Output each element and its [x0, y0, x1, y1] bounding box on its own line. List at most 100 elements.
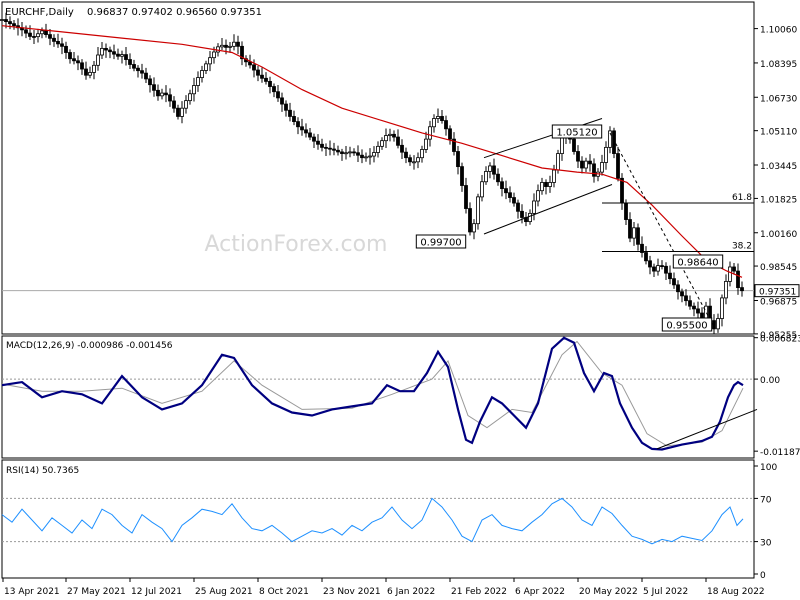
candle-body [208, 57, 212, 65]
candle [740, 281, 744, 297]
candle-body [100, 47, 104, 56]
candle [232, 34, 236, 51]
candle [328, 140, 332, 156]
rsi-title: RSI(14) 50.7365 [6, 466, 79, 476]
candle-body [488, 165, 492, 172]
candle-body [656, 265, 660, 272]
candle [236, 35, 240, 55]
candle [452, 132, 456, 156]
candle [168, 88, 172, 107]
candle-body [484, 171, 488, 183]
candle-body [496, 173, 500, 183]
candle-body [732, 266, 736, 272]
candle [664, 262, 668, 281]
rsi-ytick-label: 0 [760, 571, 766, 581]
candle [376, 141, 380, 158]
candle-body [228, 45, 232, 48]
candle-body [612, 130, 616, 154]
candle-body [400, 144, 404, 153]
candle [676, 280, 680, 300]
candle [600, 154, 604, 176]
candle-body [388, 133, 392, 136]
candle [380, 137, 384, 150]
candle [332, 142, 336, 156]
candle [60, 37, 64, 55]
candle-body [532, 200, 536, 214]
candle-body [60, 43, 64, 47]
candle-body [92, 64, 96, 73]
fib-61-8-label: 61.8 [732, 193, 752, 203]
candle-body [320, 143, 324, 148]
candle-body [704, 305, 708, 319]
candle-body [264, 77, 268, 82]
candle [108, 46, 112, 59]
candle [208, 50, 212, 72]
candle [632, 221, 636, 246]
candle-body [224, 44, 228, 48]
candle-body [276, 91, 280, 99]
candle-body [396, 136, 400, 146]
candle [668, 265, 672, 285]
candle-body [52, 37, 56, 42]
candle-body [724, 281, 728, 299]
x-tick-label: 27 May 2021 [67, 587, 126, 597]
annotation-low-0-99700-box [415, 234, 467, 249]
macd-main-line [1, 336, 744, 451]
candle-body [420, 149, 424, 159]
candle-body [156, 89, 160, 97]
chart-header-ohlc: 0.96837 0.97402 0.96560 0.97351 [87, 7, 262, 18]
main-ytick-label: 1.03445 [760, 162, 797, 172]
candle-body [360, 154, 364, 159]
candle-body [260, 74, 264, 79]
candle-body [692, 305, 696, 310]
candle-body [96, 54, 100, 66]
candle-body [628, 219, 632, 239]
candle-body [644, 252, 648, 262]
candle-body [452, 138, 456, 152]
candle-body [112, 51, 116, 55]
candle-body [352, 151, 356, 154]
candle [656, 258, 660, 276]
candle-body [548, 182, 552, 187]
candle-body [288, 109, 292, 117]
annotation-low-0-95500-text: 0.95500 [666, 321, 707, 332]
macd-ytick-label: 0.00 [760, 376, 780, 386]
candle-body [256, 69, 260, 76]
candle [128, 53, 132, 69]
candle [152, 77, 156, 97]
candle [584, 157, 588, 173]
candle [728, 261, 732, 287]
x-tick-label: 25 Aug 2021 [195, 587, 253, 597]
candle-body [196, 77, 200, 86]
candle-body [728, 266, 732, 282]
candle [480, 175, 484, 202]
candle [12, 19, 16, 30]
candle-body [480, 181, 484, 198]
rsi-panel: RSI(14) 50.7365 100 70 30 0 [1, 459, 777, 581]
candle-body [148, 78, 152, 86]
candle [440, 110, 444, 124]
candle-body [372, 152, 376, 157]
candle [492, 158, 496, 180]
candle-body [528, 212, 532, 223]
macd-panel: MACD(12,26,9) -0.000986 -0.001456 0.00682… [1, 335, 800, 459]
candle-body [516, 202, 520, 212]
candle [96, 47, 100, 71]
rsi-ytick-label: 100 [760, 463, 777, 473]
candle-body [252, 64, 256, 71]
candle-body [172, 100, 176, 109]
candle-body [68, 52, 72, 60]
candle [324, 143, 328, 156]
macd-trendline [656, 408, 758, 450]
candle [648, 255, 652, 275]
candle [500, 177, 504, 197]
x-tick-label: 5 Jul 2022 [643, 587, 688, 597]
candle-body [268, 80, 272, 87]
candle-body [4, 19, 8, 22]
candle [408, 154, 412, 166]
candle [228, 42, 232, 53]
candle [80, 59, 84, 75]
candle [592, 158, 596, 183]
candle-body [408, 157, 412, 163]
candle [252, 59, 256, 78]
